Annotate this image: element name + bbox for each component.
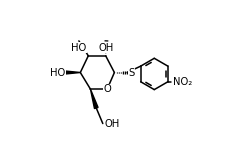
Text: HO: HO (50, 68, 65, 77)
Text: HO: HO (71, 43, 86, 53)
Polygon shape (66, 71, 80, 74)
Text: OH: OH (99, 43, 114, 53)
Text: S: S (128, 68, 135, 77)
Polygon shape (90, 89, 98, 109)
Text: O: O (103, 84, 111, 94)
Text: NO₂: NO₂ (173, 77, 193, 87)
Text: OH: OH (105, 119, 120, 128)
